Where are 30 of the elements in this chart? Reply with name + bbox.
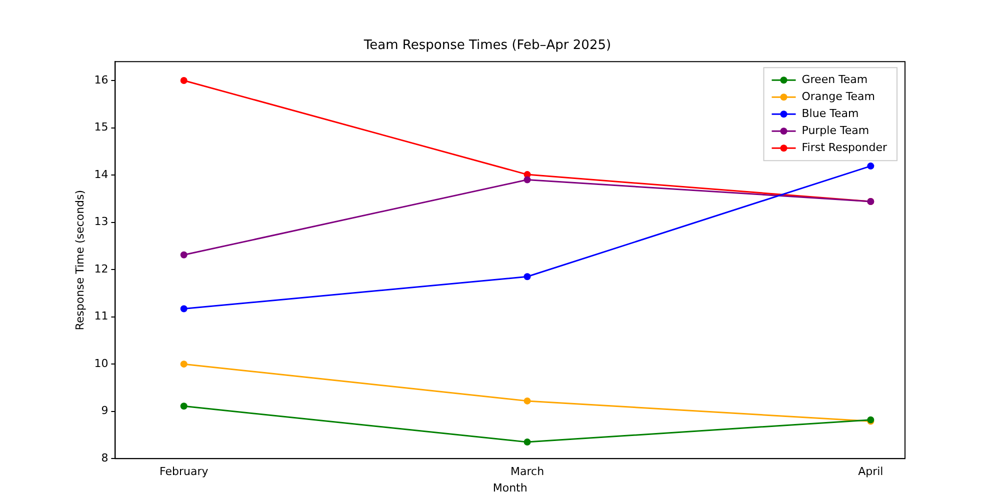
point <box>524 397 531 404</box>
y-tick-label: 14 <box>94 168 108 181</box>
chart-title: Team Response Times (Feb–Apr 2025) <box>362 38 612 54</box>
point <box>524 438 531 446</box>
point <box>867 162 874 170</box>
x-axis-title: Month <box>492 481 528 494</box>
y-tick-label: 13 <box>94 215 108 228</box>
y-tick-label: 8 <box>101 451 108 464</box>
legend-label: Orange Team <box>802 90 875 103</box>
y-tick-label: 12 <box>94 262 108 276</box>
legend-label: Purple Team <box>802 124 870 137</box>
x-tick-label: April <box>858 465 884 478</box>
x-tick-label: February <box>160 465 209 478</box>
point <box>180 305 188 312</box>
y-axis-title: Response Time (seconds) <box>73 190 86 330</box>
point <box>180 77 188 84</box>
y-tick-label: 9 <box>101 404 108 418</box>
y-tick-label: 10 <box>94 356 108 370</box>
y-tick-label: 16 <box>94 73 108 86</box>
point <box>524 273 531 280</box>
y-tick-label: 11 <box>94 310 108 323</box>
legend-label: Blue Team <box>802 106 859 120</box>
point <box>180 402 188 410</box>
x-tick-label: March <box>510 465 544 478</box>
legend-label: Green Team <box>802 72 868 86</box>
point <box>524 176 531 184</box>
point <box>180 251 188 258</box>
y-tick-label: 15 <box>94 120 108 134</box>
legend-label: First Responder <box>802 140 888 154</box>
point <box>180 360 188 368</box>
